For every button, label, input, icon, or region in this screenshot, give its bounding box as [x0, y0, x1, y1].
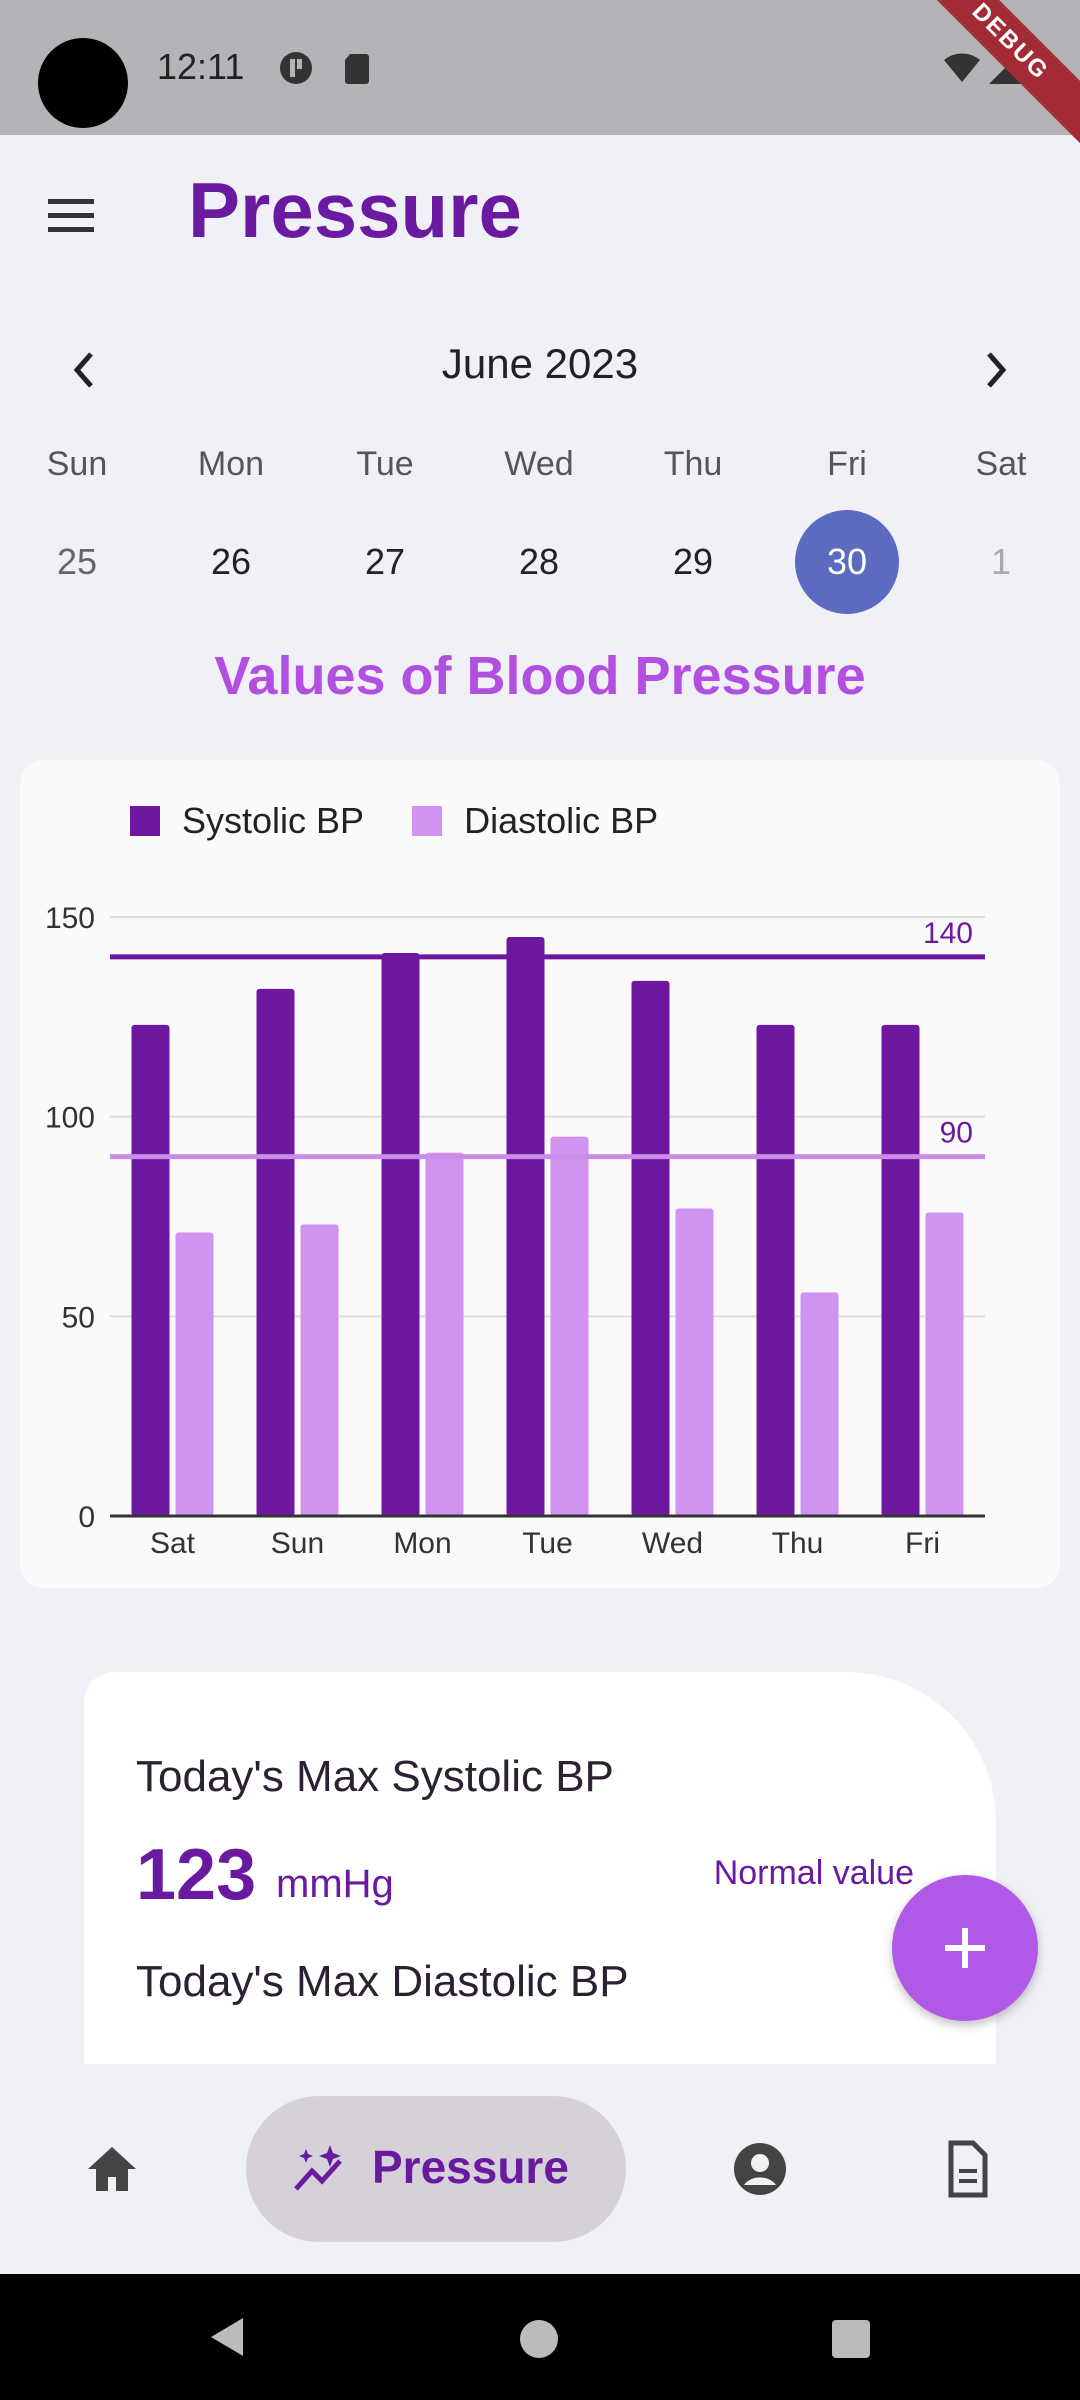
- x-tick-label: Mon: [393, 1527, 451, 1560]
- bar-systolic: [381, 952, 420, 1516]
- weekday-fri: Fri: [827, 445, 867, 483]
- weekday-wed: Wed: [504, 445, 574, 483]
- weekday-thu: Thu: [663, 445, 723, 483]
- y-tick-label: 100: [45, 1102, 95, 1135]
- systolic-label: Today's Max Systolic BP: [136, 1752, 614, 1801]
- home-system-icon[interactable]: [518, 2318, 560, 2360]
- reference-line-label: 140: [923, 917, 973, 950]
- bar-diastolic: [425, 1152, 464, 1516]
- status-time: 12:11: [157, 46, 245, 87]
- date-cell[interactable]: 28: [518, 541, 560, 582]
- camera-cutout: [38, 38, 128, 128]
- x-tick-label: Fri: [905, 1527, 940, 1560]
- date-cell[interactable]: 27: [364, 541, 406, 582]
- bar-systolic: [131, 1024, 170, 1516]
- bar-systolic: [506, 936, 545, 1516]
- bar-diastolic: [800, 1292, 839, 1516]
- y-tick-label: 50: [62, 1301, 95, 1334]
- bar-systolic: [756, 1024, 795, 1516]
- date-cell[interactable]: 29: [672, 541, 714, 582]
- calendar-header: June 2023: [0, 330, 1080, 410]
- sd-card-icon: [345, 54, 369, 84]
- weekday-tue: Tue: [356, 445, 414, 483]
- sparkle-chart-icon: [294, 2145, 342, 2191]
- reference-line-label: 90: [940, 1117, 973, 1150]
- chevron-right-icon[interactable]: [965, 340, 1025, 400]
- legend-item-diastolic: Diastolic BP: [412, 800, 658, 842]
- x-tick-label: Thu: [772, 1527, 824, 1560]
- systolic-value: 123: [136, 1835, 257, 1915]
- legend-swatch-diastolic: [412, 806, 443, 836]
- bar-diastolic: [925, 1212, 964, 1516]
- legend-label-diastolic: Diastolic BP: [464, 800, 659, 841]
- bar-systolic: [881, 1024, 920, 1516]
- bottom-navigation: Pressure: [0, 2064, 1080, 2274]
- bar-diastolic: [675, 1208, 714, 1516]
- weekday-sat: Sat: [975, 445, 1027, 483]
- bar-systolic: [631, 980, 670, 1516]
- x-tick-label: Tue: [522, 1527, 573, 1560]
- plus-icon: [945, 1928, 985, 1968]
- date-cell[interactable]: 1: [990, 541, 1012, 582]
- x-tick-label: Sat: [150, 1527, 196, 1560]
- page-title: Pressure: [188, 166, 522, 254]
- date-cell[interactable]: 25: [56, 541, 98, 582]
- app-bar: Pressure: [0, 135, 1080, 285]
- date-cell-selected[interactable]: 30: [795, 510, 899, 614]
- nav-label-pressure: Pressure: [372, 2141, 569, 2193]
- y-tick-label: 0: [78, 1501, 95, 1534]
- bar-diastolic: [300, 1224, 339, 1516]
- legend-swatch-systolic: [130, 806, 160, 836]
- chart-card: 0 50 100 150 Sat Sun Mon Tue Wed Thu Fri 140 90 Syst…: [20, 760, 1060, 1588]
- media-icon: [280, 52, 312, 84]
- x-tick-label: Sun: [271, 1527, 324, 1560]
- bar-diastolic: [550, 1136, 589, 1516]
- diastolic-label: Today's Max Diastolic BP: [136, 1957, 629, 2006]
- chart-legend: Systolic BP Diastolic BP: [130, 800, 696, 845]
- legend-item-systolic: Systolic BP: [130, 800, 364, 842]
- bar-diastolic: [175, 1232, 214, 1516]
- status-bar: 12:11 DEBUG: [0, 0, 1080, 150]
- y-tick-label: 150: [45, 902, 95, 935]
- systolic-status: Normal value: [713, 1854, 914, 1892]
- wifi-icon: [944, 53, 980, 82]
- weekday-sun: Sun: [46, 445, 108, 483]
- system-navigation-bar: [0, 2274, 1080, 2400]
- recents-icon[interactable]: [830, 2318, 872, 2360]
- systolic-unit: mmHg: [276, 1862, 394, 1906]
- legend-label-systolic: Systolic BP: [182, 800, 365, 841]
- section-title: Values of Blood Pressure: [214, 646, 866, 706]
- nav-item-pressure[interactable]: Pressure: [246, 2096, 626, 2242]
- today-summary-card: Today's Max Systolic BP 123 mmHg Normal …: [84, 1672, 996, 2092]
- weekday-mon: Mon: [197, 445, 265, 483]
- x-tick-label: Wed: [642, 1527, 703, 1560]
- document-icon[interactable]: [937, 2139, 997, 2199]
- back-icon[interactable]: [205, 2314, 251, 2360]
- bp-bar-chart: 0 50 100 150 Sat Sun Mon Tue Wed Thu Fri 140 90: [45, 902, 985, 1560]
- bar-systolic: [256, 988, 295, 1516]
- home-icon[interactable]: [82, 2139, 142, 2199]
- menu-icon[interactable]: [40, 185, 100, 245]
- month-label: June 2023: [441, 340, 639, 387]
- add-reading-button[interactable]: [892, 1875, 1038, 2021]
- account-circle-icon[interactable]: [730, 2139, 790, 2199]
- chevron-left-icon[interactable]: [55, 340, 115, 400]
- date-cell[interactable]: 26: [210, 541, 252, 582]
